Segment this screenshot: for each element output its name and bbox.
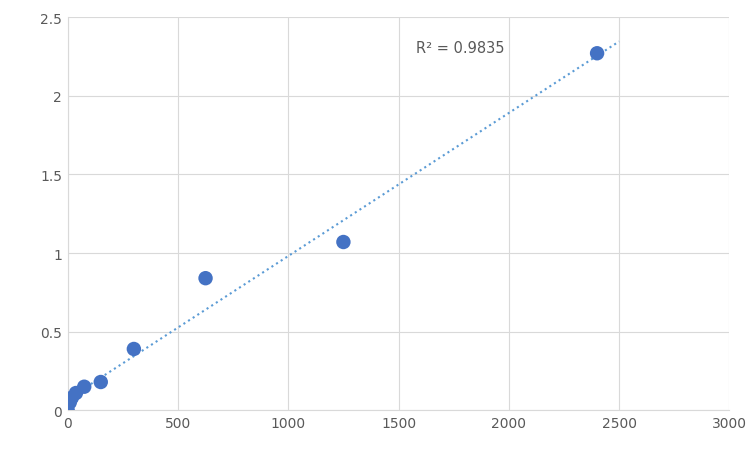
Point (591, 51, 603, 58)
Point (338, 239, 350, 246)
Point (199, 275, 211, 282)
Point (64, 399, 76, 406)
Point (78, 383, 90, 391)
Point (128, 345, 140, 353)
Point (66, 394, 77, 401)
Point (70, 390, 82, 397)
Point (62, 407, 74, 414)
Text: R² = 0.9835: R² = 0.9835 (416, 41, 505, 55)
Point (95, 378, 107, 386)
